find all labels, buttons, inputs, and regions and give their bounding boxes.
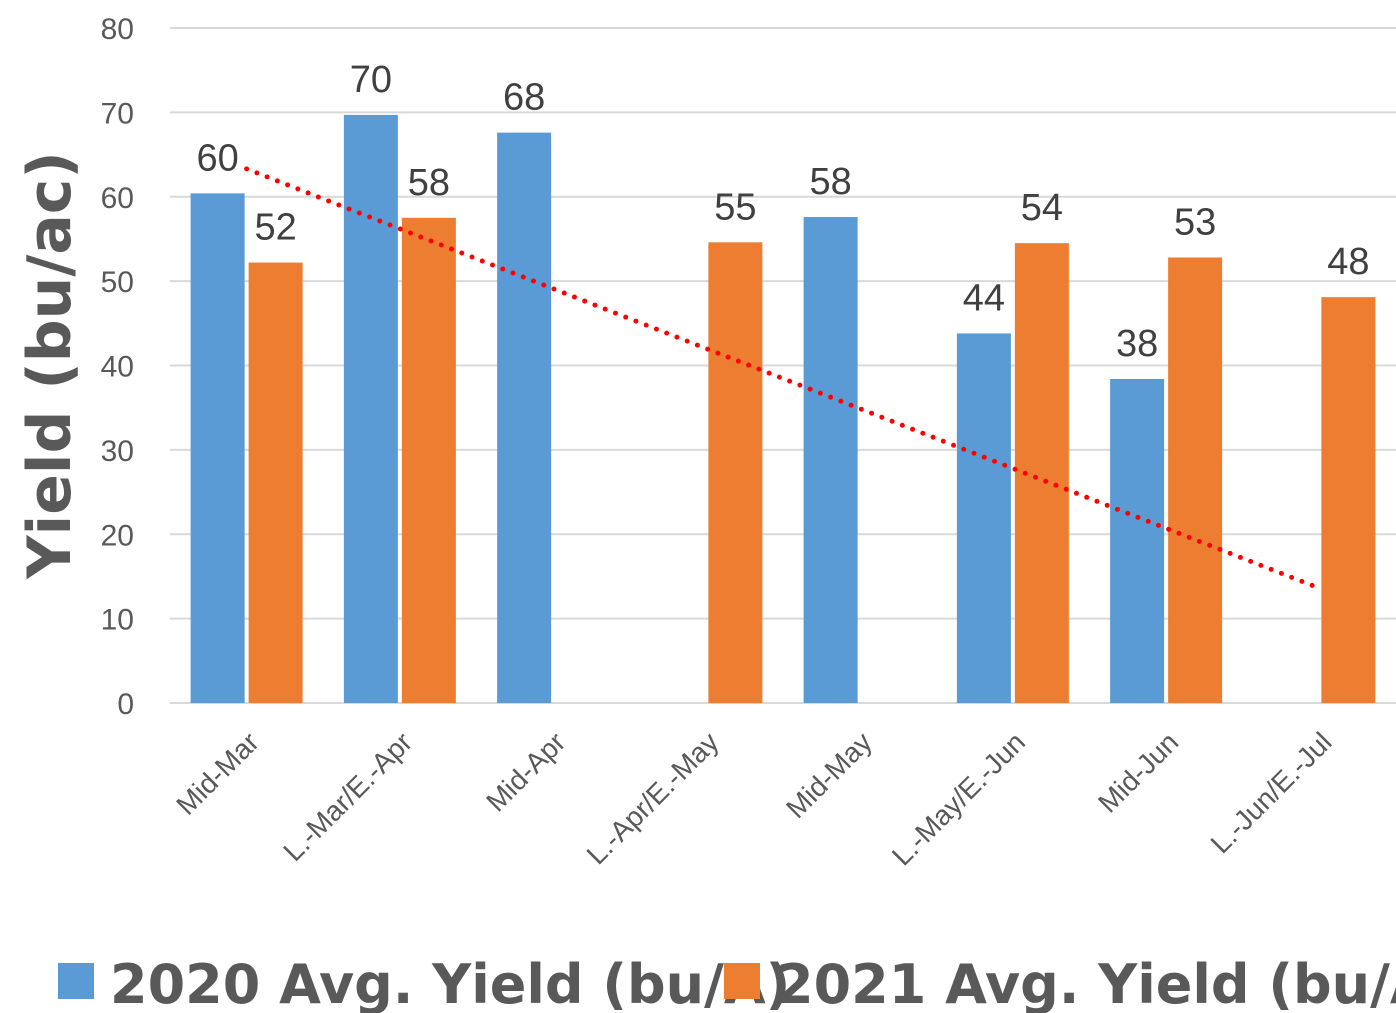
bar-2-1: [401, 217, 456, 703]
data-labels: 60 70 68 58 44 38 52 58 55 54 53 48: [196, 59, 1369, 365]
x-tick-label: Mid-Apr: [480, 726, 571, 817]
y-tick-label: 0: [117, 688, 134, 721]
y-tick-label: 10: [101, 604, 134, 637]
x-tick-label: Mid-May: [780, 726, 878, 824]
data-label: 54: [1021, 187, 1063, 229]
y-tick-label: 40: [101, 351, 134, 384]
data-label: 38: [1116, 323, 1158, 365]
x-tick-label: Mid-Jun: [1092, 726, 1184, 818]
bar-1-6: [1110, 379, 1165, 703]
legend-swatch: [724, 963, 760, 999]
data-label: 60: [196, 137, 238, 179]
data-label: 44: [963, 277, 1005, 319]
x-tick-label: L.-May/E.-Jun: [886, 726, 1031, 871]
data-label: 48: [1327, 241, 1369, 283]
bar-2-6: [1168, 257, 1223, 703]
data-label: 68: [503, 77, 545, 119]
x-tick-label: L.-Apr/E.-May: [581, 726, 725, 870]
y-tick-label: 60: [101, 182, 134, 215]
bar-2-0: [248, 262, 303, 703]
legend-label: 2021 Avg. Yield (bu/A): [776, 953, 1396, 1013]
y-tick-label: 70: [101, 97, 134, 130]
bar-1-4: [803, 217, 858, 703]
y-tick-label: 80: [101, 13, 134, 46]
bar-2-3: [708, 242, 763, 703]
data-label: 58: [408, 162, 450, 204]
data-label: 52: [254, 207, 296, 249]
bars: [190, 114, 1376, 703]
x-tick-label: L.-Jun/E.-Jul: [1205, 726, 1338, 859]
y-tick-label: 50: [101, 266, 134, 299]
bar-2-7: [1321, 297, 1376, 703]
x-axis-ticks: Mid-Mar L.-Mar/E.-Apr Mid-Apr L.-Apr/E.-May…: [170, 726, 1337, 871]
y-axis-label: Yield (bu/ac): [15, 151, 85, 580]
bar-1-1: [343, 114, 398, 703]
legend-label: 2020 Avg. Yield (bu/A): [110, 953, 790, 1013]
legend-swatch: [58, 963, 94, 999]
bar-1-0: [190, 193, 245, 703]
data-label: 55: [714, 186, 756, 228]
data-label: 70: [350, 59, 392, 101]
legend: 2020 Avg. Yield (bu/A)2021 Avg. Yield (b…: [58, 953, 1396, 1013]
y-axis-ticks: 0 10 20 30 40 50 60 70 80: [101, 13, 134, 721]
data-label: 58: [809, 161, 851, 203]
y-tick-label: 30: [101, 435, 134, 468]
x-tick-label: Mid-Mar: [170, 726, 265, 821]
bar-1-5: [956, 333, 1011, 703]
bar-1-2: [497, 132, 552, 703]
y-tick-label: 20: [101, 519, 134, 552]
data-label: 53: [1174, 202, 1216, 244]
x-tick-label: L.-Mar/E.-Apr: [277, 726, 418, 867]
